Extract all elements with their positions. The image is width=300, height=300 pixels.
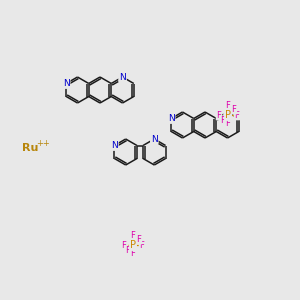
Text: N: N (151, 134, 158, 143)
Text: Ru: Ru (22, 143, 38, 153)
Text: N: N (63, 79, 70, 88)
Text: F: F (235, 110, 239, 119)
Text: F: F (231, 105, 236, 114)
Text: F: F (220, 116, 225, 125)
Text: P: P (225, 110, 231, 120)
Text: F: F (226, 119, 230, 128)
Text: F: F (136, 235, 141, 244)
Text: N: N (168, 114, 175, 123)
Text: F: F (217, 110, 221, 119)
Text: F: F (140, 241, 144, 250)
Text: P: P (130, 240, 136, 250)
Text: F: F (125, 246, 130, 255)
Text: N: N (111, 141, 118, 150)
Text: F: F (130, 232, 135, 241)
Text: F: F (122, 241, 126, 250)
Text: F: F (226, 101, 230, 110)
Text: ++: ++ (36, 140, 50, 148)
Text: N: N (119, 73, 126, 82)
Text: N: N (224, 107, 231, 116)
Text: F: F (130, 250, 135, 259)
